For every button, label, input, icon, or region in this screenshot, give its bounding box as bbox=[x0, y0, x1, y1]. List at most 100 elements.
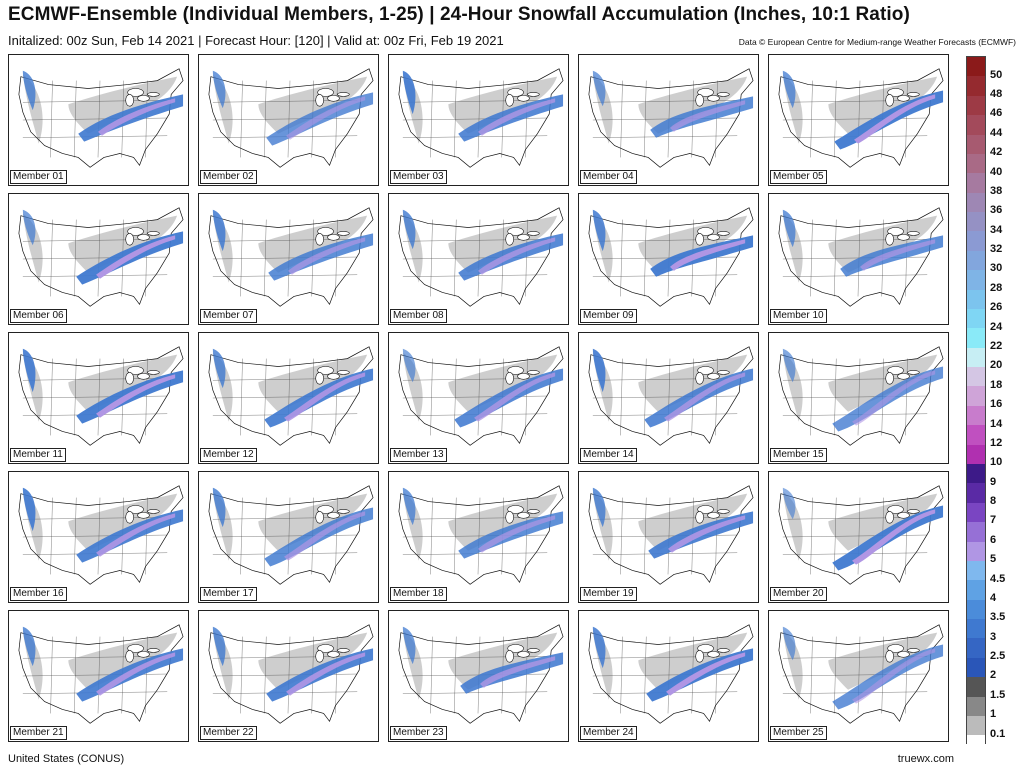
heavy-snow-core bbox=[474, 372, 556, 422]
great-lake bbox=[315, 94, 324, 107]
member-label: Member 10 bbox=[770, 309, 827, 323]
great-lake bbox=[885, 94, 894, 107]
legend-tick: 14 bbox=[990, 417, 1003, 430]
heavy-snow-core bbox=[286, 96, 366, 140]
state-boundary bbox=[402, 395, 548, 399]
great-lake bbox=[147, 509, 160, 514]
legend-tick: 10 bbox=[990, 456, 1003, 469]
light-snow-area bbox=[448, 215, 558, 273]
great-lake bbox=[505, 650, 514, 663]
member-panel: Member 03 bbox=[388, 54, 569, 186]
member-label: Member 02 bbox=[200, 170, 257, 184]
light-snow-area bbox=[638, 76, 748, 134]
legend-bin bbox=[967, 425, 985, 446]
state-boundary bbox=[620, 80, 623, 158]
light-snow-area bbox=[828, 76, 938, 134]
great-lake bbox=[327, 512, 340, 519]
state-boundary bbox=[50, 358, 53, 436]
mountain-snow bbox=[212, 626, 226, 667]
member-panel-grid: Member 01 Member 02 Member 03 Member 04 Memb… bbox=[8, 54, 958, 746]
great-lake bbox=[137, 95, 150, 102]
great-lake bbox=[517, 234, 530, 241]
member-panel: Member 10 bbox=[768, 193, 949, 325]
state-boundary bbox=[834, 80, 837, 158]
legend-bin bbox=[967, 619, 985, 639]
great-lake bbox=[707, 373, 720, 380]
member-label: Member 03 bbox=[390, 170, 447, 184]
country-outline bbox=[398, 485, 564, 585]
great-lake bbox=[317, 366, 334, 375]
great-lake bbox=[327, 651, 340, 658]
heavy-snow-core bbox=[284, 372, 366, 422]
state-boundary bbox=[905, 358, 908, 436]
heavy-snow-core bbox=[288, 237, 366, 275]
legend-bin bbox=[967, 95, 985, 116]
state-boundary bbox=[620, 358, 623, 436]
heavy-snow-core bbox=[284, 511, 366, 561]
legend-tick: 28 bbox=[990, 281, 1003, 294]
light-snow-area bbox=[638, 493, 748, 551]
great-lake bbox=[697, 88, 714, 97]
great-lake bbox=[695, 511, 704, 524]
country-outline bbox=[208, 346, 374, 446]
great-lake bbox=[707, 651, 720, 658]
mountain-snow bbox=[402, 348, 416, 383]
country-outline bbox=[208, 68, 374, 168]
member-panel: Member 08 bbox=[388, 193, 569, 325]
legend-bin bbox=[967, 580, 985, 601]
state-boundary bbox=[905, 636, 908, 714]
legend-tick: 0.1 bbox=[990, 727, 1006, 740]
heavy-snow-core bbox=[96, 235, 176, 279]
snowfall-map bbox=[588, 624, 754, 724]
snowfall-map bbox=[208, 485, 374, 585]
great-lake bbox=[907, 370, 920, 375]
state-boundary bbox=[264, 80, 267, 158]
state-boundary bbox=[50, 80, 53, 158]
state-boundary bbox=[810, 80, 813, 158]
state-boundary bbox=[335, 219, 338, 297]
state-boundary bbox=[834, 219, 837, 297]
mountain-snow bbox=[782, 348, 796, 383]
great-lake bbox=[505, 94, 514, 107]
great-lake bbox=[897, 95, 910, 102]
legend-tick: 4 bbox=[990, 591, 997, 604]
member-label: Member 18 bbox=[390, 587, 447, 601]
member-panel: Member 12 bbox=[198, 332, 379, 464]
legend-bin bbox=[967, 502, 985, 523]
member-panel: Member 19 bbox=[578, 471, 759, 603]
state-boundary bbox=[264, 636, 267, 714]
member-label: Member 12 bbox=[200, 448, 257, 462]
legend-bin bbox=[967, 212, 985, 232]
member-panel: Member 15 bbox=[768, 332, 949, 464]
country-outline bbox=[588, 207, 754, 307]
state-boundary bbox=[335, 358, 338, 436]
mountain-snow bbox=[212, 348, 226, 389]
heavy-snow-core bbox=[852, 648, 936, 704]
state-boundary bbox=[810, 497, 813, 575]
great-lake bbox=[885, 511, 894, 524]
great-lake bbox=[717, 648, 730, 653]
member-panel: Member 18 bbox=[388, 471, 569, 603]
great-lake bbox=[337, 648, 350, 653]
state-boundary bbox=[430, 358, 433, 436]
legend-tick: 1 bbox=[990, 708, 997, 721]
great-lake bbox=[315, 650, 324, 663]
state-boundary bbox=[592, 274, 738, 277]
state-boundary bbox=[715, 497, 718, 575]
member-label: Member 20 bbox=[770, 587, 827, 601]
member-label: Member 14 bbox=[580, 448, 637, 462]
legend-bin bbox=[967, 289, 985, 310]
light-snow-area bbox=[68, 493, 178, 551]
member-label: Member 08 bbox=[390, 309, 447, 323]
chart-subtitle: Initalized: 00z Sun, Feb 14 2021 | Forec… bbox=[8, 33, 504, 48]
legend-tick: 26 bbox=[990, 301, 1003, 314]
great-lake bbox=[127, 505, 144, 514]
snowfall-map bbox=[208, 207, 374, 307]
snowfall-map bbox=[398, 207, 564, 307]
member-label: Member 11 bbox=[10, 448, 66, 462]
great-lake bbox=[327, 95, 340, 102]
light-snow-area bbox=[68, 215, 178, 273]
light-snow-area bbox=[828, 354, 938, 412]
state-boundary bbox=[145, 219, 148, 297]
great-lake bbox=[147, 648, 160, 653]
